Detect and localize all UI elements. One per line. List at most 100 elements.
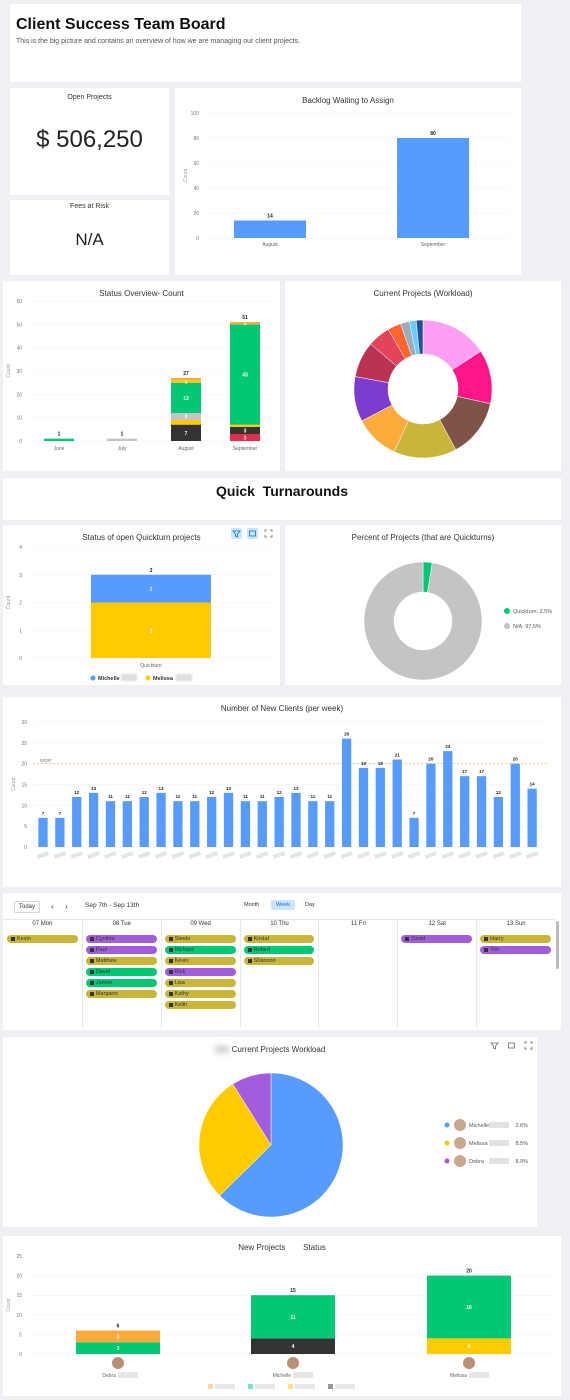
y-tick-label: 60 [16, 299, 22, 305]
legend-swatch [90, 675, 96, 681]
bar-total-label: 1 [58, 432, 61, 438]
calendar-event[interactable]: Kathy [164, 990, 236, 998]
item-icon [89, 947, 94, 952]
backlog-chart: 0 20 40 60 80 100 Count 14 August 80 September [183, 111, 510, 248]
calendar-scrollbar[interactable] [556, 921, 559, 969]
bar-value-label: 11 [125, 794, 130, 799]
calendar-event[interactable]: Harry [480, 935, 551, 943]
x-tick-label-redacted [171, 851, 185, 859]
target-label: target [40, 758, 52, 763]
pie-slice [198, 1083, 272, 1196]
x-tick-label: July [118, 446, 127, 452]
redacted-text [118, 1372, 138, 1378]
new-projects-status-chart: 0 5 10 15 20 25 Count 3 3 6 Debra 4 11 15 Michelle 4 16 2… [6, 1254, 553, 1389]
y-tick-label: 10 [16, 1313, 22, 1319]
bar [223, 792, 234, 847]
calendar-day-column[interactable]: 09 Wed [160, 920, 240, 1028]
calendar-event[interactable]: Keith [164, 1001, 236, 1009]
calendar-day-column[interactable]: 12 Sat [397, 920, 476, 1028]
calendar-day-column[interactable]: 10 Thu [239, 920, 319, 1028]
y-tick-label: 0 [196, 236, 199, 242]
fees-at-risk-label: Fees at Risk [70, 203, 109, 210]
fullscreen-icon[interactable] [523, 1040, 534, 1051]
calendar-day-column[interactable]: 08 Tue [81, 920, 161, 1028]
calendar-day-header: 11 Fri [350, 921, 366, 927]
calendar-event[interactable]: Matthew [85, 957, 157, 965]
date-range: Sep 7th - Sep 13th [85, 902, 140, 909]
y-tick-label: 30 [16, 369, 22, 375]
bar [38, 817, 48, 847]
calendar-event[interactable]: Jamon [85, 979, 157, 987]
legend-swatch [444, 1122, 450, 1128]
calendar-day-column[interactable]: 11 Fri [318, 920, 397, 1028]
layout-icon[interactable] [506, 1040, 517, 1051]
redacted-text [293, 1372, 313, 1378]
x-tick-label-redacted [424, 851, 438, 859]
y-tick-label: 0 [19, 1352, 22, 1358]
item-icon [168, 980, 173, 985]
bar-value-label: 14 [267, 214, 273, 220]
calendar-event[interactable]: Lisa [164, 979, 236, 987]
y-tick-label: 30 [21, 720, 27, 726]
bar [375, 767, 385, 847]
calendar-event[interactable]: Paul [85, 946, 157, 954]
bar [190, 801, 200, 847]
x-tick-label-redacted [340, 851, 353, 859]
calendar-event[interactable]: Cynthia [85, 935, 157, 943]
calendar-event[interactable]: Robert [243, 946, 315, 954]
calendar-event[interactable]: Kevin [7, 935, 78, 943]
new-clients-chart: 0 5 10 15 20 25 30 Count target 7 7 12 13 11 11 12 13 11 1… [11, 720, 548, 859]
y-tick-label: 2 [19, 601, 22, 607]
filter-icon[interactable] [489, 1040, 500, 1051]
x-tick-label-redacted [407, 851, 421, 859]
calendar-event[interactable]: Rick [164, 968, 236, 976]
bar-value-label: 17 [479, 769, 485, 774]
new-projects-status-widget: New Projects Status 0 5 10 15 20 25 Count 3 3 6 De… [3, 1236, 561, 1396]
bar-segment [230, 322, 260, 325]
calendar-event[interactable]: Shannon [243, 957, 315, 965]
fullscreen-icon[interactable] [263, 528, 274, 539]
avatar [287, 1357, 299, 1369]
chevron-left-icon[interactable]: ‹ [51, 902, 54, 911]
x-tick-label-redacted [205, 851, 218, 859]
open-projects-label: Open Projects [67, 94, 112, 101]
bar-segment [230, 427, 260, 434]
calendar-event[interactable]: Steele [164, 935, 236, 943]
bar-segment [171, 380, 201, 383]
calendar-event[interactable]: David [401, 935, 473, 943]
y-tick-label: 40 [16, 346, 22, 352]
view-month-button[interactable]: Month [244, 902, 260, 908]
x-tick-label: Quickturn [140, 663, 162, 669]
x-tick-label-redacted [323, 851, 337, 859]
bar-segment [44, 438, 74, 441]
calendar-event[interactable]: Margaret [85, 990, 157, 998]
calendar-event[interactable]: Richard [164, 946, 236, 954]
segment-label: 3 [117, 1346, 120, 1352]
x-tick-label-redacted [137, 851, 151, 859]
segment-label: 3 [117, 1334, 120, 1340]
bar [341, 738, 352, 847]
bar-value-label: 19 [378, 761, 384, 766]
bar [72, 797, 82, 847]
y-axis-label: Count [11, 777, 17, 791]
redacted-legend-label [335, 1384, 355, 1389]
calendar-day-column[interactable]: 13 Sun [476, 920, 555, 1028]
view-week-button[interactable]: Week [271, 900, 295, 910]
redacted-legend-label [295, 1384, 315, 1389]
calendar-event[interactable]: David [85, 968, 157, 976]
legend-label: Michelle [98, 676, 120, 682]
layout-icon[interactable] [247, 528, 258, 539]
bar-segment [251, 1295, 335, 1339]
today-button[interactable]: Today [14, 901, 40, 913]
calendar-day-column[interactable]: 07 Mon [3, 920, 82, 1028]
x-tick-label-redacted [492, 851, 505, 859]
filter-icon[interactable] [231, 528, 242, 539]
calendar-event-label: Kevin [17, 936, 31, 942]
view-day-button[interactable]: Day [305, 902, 315, 908]
calendar-event[interactable]: Kristal [243, 935, 315, 943]
chevron-right-icon[interactable]: › [65, 902, 68, 911]
x-tick-label: Melissa [450, 1373, 467, 1379]
calendar-event[interactable]: Tim [480, 946, 551, 954]
calendar-event[interactable]: Kevin [164, 957, 236, 965]
legend-swatch [444, 1140, 450, 1146]
